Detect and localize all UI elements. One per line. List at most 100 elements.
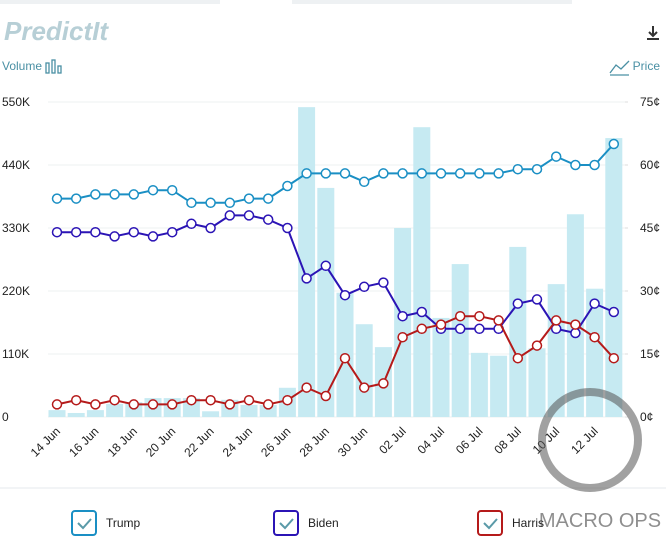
price-point xyxy=(90,189,101,200)
price-point xyxy=(416,323,428,335)
volume-bar xyxy=(451,264,469,417)
legend-item[interactable]: Biden xyxy=(273,510,339,536)
volume-bar xyxy=(470,352,488,417)
logo: PredictIt xyxy=(4,16,109,46)
price-point xyxy=(378,277,389,288)
price-point xyxy=(339,289,351,301)
price-point xyxy=(301,168,312,179)
volume-bar xyxy=(317,187,335,417)
volume-bar xyxy=(528,348,546,417)
price-point xyxy=(90,399,101,410)
x-tick-label: 24 Jun xyxy=(220,424,255,459)
legend-item[interactable]: Harris xyxy=(477,510,544,536)
price-point xyxy=(243,210,255,221)
price-point xyxy=(493,168,504,179)
price-point xyxy=(166,184,178,196)
x-tick-label: 18 Jun xyxy=(105,424,140,459)
y-tick-label: 330K xyxy=(2,221,30,235)
x-tick-label: 04 Jul xyxy=(415,424,448,457)
price-point xyxy=(454,168,466,179)
price-point xyxy=(531,163,543,175)
price-point xyxy=(378,168,389,179)
price-point xyxy=(454,323,466,335)
volume-bar xyxy=(605,138,623,417)
price-point xyxy=(531,340,543,351)
legend-check xyxy=(483,518,498,530)
volume-bar xyxy=(298,107,316,418)
price-point xyxy=(589,298,600,309)
price-point xyxy=(109,189,120,200)
price-point xyxy=(339,168,351,179)
price-point xyxy=(608,306,620,318)
price-line xyxy=(57,143,615,204)
price-point xyxy=(435,319,447,330)
price-point xyxy=(589,331,600,343)
price-point xyxy=(416,306,428,318)
x-tick-label: 26 Jun xyxy=(258,424,293,459)
price-point xyxy=(416,168,428,179)
price-point xyxy=(186,394,197,406)
y-tick-label: 440K xyxy=(2,158,30,172)
x-tick-label: 16 Jun xyxy=(66,424,101,459)
price-point xyxy=(608,352,620,364)
y2-tick-label: 30¢ xyxy=(640,284,660,298)
price-point xyxy=(474,310,485,322)
price-point xyxy=(147,231,159,242)
x-tick-label: 12 Jul xyxy=(568,424,601,457)
price-point xyxy=(109,394,120,406)
legend-bg xyxy=(0,488,666,541)
legend-checkbox xyxy=(273,510,299,536)
volume-bar xyxy=(586,288,604,417)
legend-checkbox xyxy=(71,510,97,536)
volume-bar xyxy=(413,127,431,417)
price-point xyxy=(205,394,216,406)
price-point xyxy=(224,399,236,410)
y-tick-label: 220K xyxy=(2,284,30,298)
download-icon[interactable] xyxy=(647,26,659,40)
price-point xyxy=(435,168,447,179)
volume-icon xyxy=(45,59,62,74)
price-point xyxy=(205,197,216,209)
volume-bar xyxy=(67,412,85,417)
price-point xyxy=(397,168,408,179)
price-point xyxy=(262,193,274,204)
price-point xyxy=(166,226,178,238)
volume-bar xyxy=(355,324,373,417)
price-point xyxy=(512,298,524,309)
price-line xyxy=(57,214,615,335)
y2-tick-label: 75¢ xyxy=(640,95,660,109)
price-point xyxy=(262,214,274,225)
price-point xyxy=(493,315,504,326)
price-point xyxy=(186,197,197,209)
tab xyxy=(292,0,572,4)
price-point xyxy=(224,210,236,221)
price-point xyxy=(358,281,370,293)
price-point xyxy=(51,399,63,410)
y-tick-label: 550K xyxy=(2,95,30,109)
price-point xyxy=(550,151,562,162)
legend-checkbox xyxy=(477,510,503,536)
price-point xyxy=(397,310,408,322)
price-point xyxy=(589,159,600,171)
x-tick-label: 06 Jul xyxy=(453,424,486,457)
x-tick-label: 14 Jun xyxy=(28,424,63,459)
price-point xyxy=(51,226,63,238)
legend-item[interactable]: Trump xyxy=(71,510,141,536)
volume-bar xyxy=(259,404,277,417)
price-point xyxy=(70,394,82,406)
price-point xyxy=(320,390,332,402)
price-point xyxy=(301,273,312,284)
volume-bar xyxy=(394,228,412,417)
volume-bar xyxy=(106,403,124,417)
volume-label: Volume xyxy=(2,59,42,73)
price-point xyxy=(474,168,485,179)
price-point xyxy=(70,193,82,204)
legend-label: Harris xyxy=(512,516,544,530)
price-point xyxy=(474,323,485,335)
price-point xyxy=(358,176,370,188)
x-tick-label: 20 Jun xyxy=(143,424,178,459)
price-point xyxy=(70,226,82,238)
price-point xyxy=(243,193,255,204)
y2-tick-label: 45¢ xyxy=(640,221,660,235)
price-point xyxy=(51,193,63,204)
